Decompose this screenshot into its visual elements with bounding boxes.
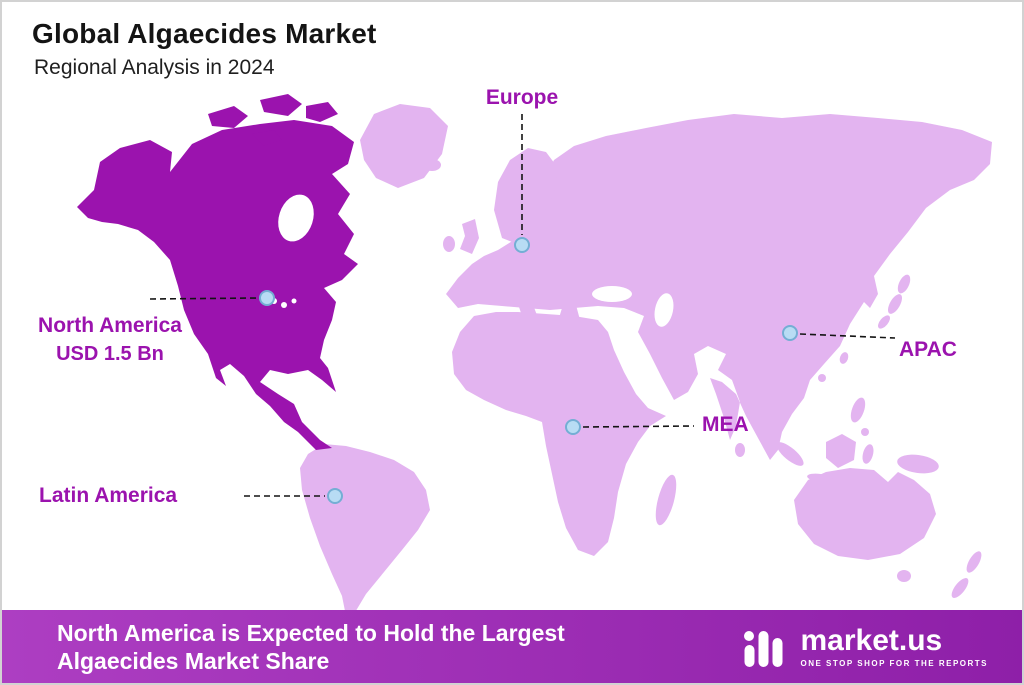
region-label-europe: Europe — [485, 86, 559, 109]
page-subtitle: Regional Analysis in 2024 — [34, 56, 275, 79]
region-label-north-america-name: North America — [38, 314, 182, 337]
arctic-island-4 — [252, 130, 282, 146]
great-lake-3 — [291, 298, 297, 304]
island-hainan — [818, 374, 826, 382]
region-label-apac: APAC — [899, 338, 957, 361]
island-ireland — [443, 236, 455, 252]
island-java — [807, 473, 833, 483]
bottom-banner: North America is Expected to Hold the La… — [2, 610, 1022, 683]
header: Global Algaecides Market Regional Analys… — [32, 18, 377, 80]
continent-africa — [452, 312, 666, 556]
marker-europe — [514, 237, 530, 253]
island-taiwan — [839, 352, 849, 364]
brand-tagline: ONE STOP SHOP FOR THE REPORTS — [800, 658, 988, 668]
marketus-logo-text: market.us ONE STOP SHOP FOR THE REPORTS — [800, 623, 988, 668]
island-tasmania — [897, 570, 911, 582]
banner-headline-line2: Algaecides Market Share — [57, 647, 330, 674]
island-philippines — [850, 397, 866, 423]
region-value-north-america: USD 1.5 Bn — [56, 343, 164, 365]
connector-north-america — [149, 297, 259, 300]
island-sulawesi — [862, 444, 874, 464]
hudson-bay — [278, 194, 314, 242]
inland-water — [271, 194, 674, 327]
island-madagascar — [655, 474, 677, 526]
island-mindanao — [861, 428, 869, 436]
continent-south-america — [300, 444, 430, 616]
continent-eurasia — [446, 114, 992, 460]
continent-north-america — [77, 120, 358, 450]
island-japan-2 — [888, 294, 902, 314]
island-new-guinea — [897, 454, 939, 474]
region-label-north-america: North America USD 1.5 Bn — [12, 314, 208, 366]
black-sea — [592, 286, 632, 302]
connector-mea — [582, 425, 695, 428]
brand-name: market.us — [800, 623, 943, 657]
island-new-zealand-south — [951, 578, 969, 598]
banner-headline-line1: North America is Expected to Hold the La… — [57, 619, 565, 646]
island-new-zealand-north — [966, 551, 982, 573]
caspian-sea — [654, 293, 674, 327]
connector-lines — [149, 114, 896, 497]
island-japan-1 — [897, 274, 911, 294]
island-sumatra — [776, 442, 804, 466]
island-borneo — [826, 434, 856, 468]
arctic-island-2 — [260, 94, 302, 116]
island-iceland — [423, 159, 441, 171]
great-lake-2 — [281, 302, 287, 308]
map-markers — [259, 237, 798, 504]
island-britain — [460, 219, 479, 254]
marker-apac — [782, 325, 798, 341]
marketus-logo-icon — [744, 630, 783, 667]
continent-greenland — [360, 104, 448, 188]
continent-australia — [794, 468, 936, 560]
arctic-island-3 — [306, 102, 338, 122]
region-label-latin-america: Latin America — [39, 484, 178, 507]
marketus-logo: market.us ONE STOP SHOP FOR THE REPORTS — [743, 625, 988, 669]
banner-headline: North America is Expected to Hold the La… — [57, 619, 565, 675]
marker-latin-america — [327, 488, 343, 504]
landmass-light — [300, 104, 992, 616]
marker-mea — [565, 419, 581, 435]
marker-north-america — [259, 290, 275, 306]
landmass-north-america-highlight — [77, 94, 358, 450]
page-title: Global Algaecides Market — [32, 18, 377, 49]
island-japan-3 — [878, 315, 890, 329]
region-label-mea: MEA — [702, 413, 749, 436]
region-scandinavia — [494, 148, 558, 242]
island-sri-lanka — [735, 443, 745, 457]
arctic-island-1 — [208, 106, 248, 128]
connector-apac — [799, 333, 896, 339]
